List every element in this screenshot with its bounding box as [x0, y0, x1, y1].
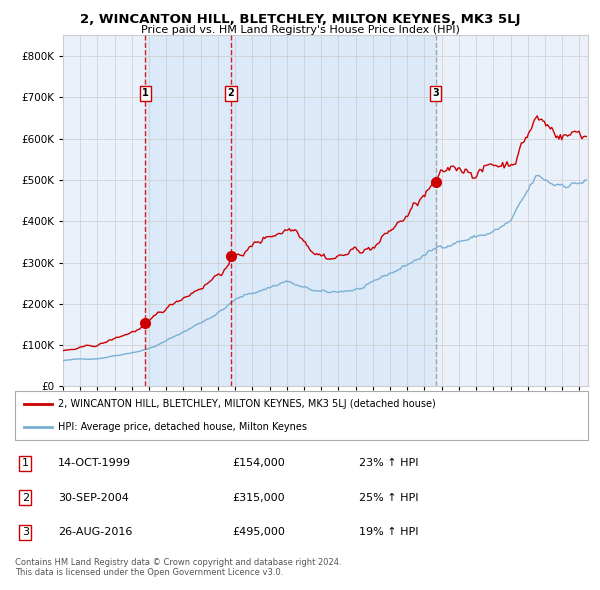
Text: Contains HM Land Registry data © Crown copyright and database right 2024.
This d: Contains HM Land Registry data © Crown c… [15, 558, 341, 577]
Text: 3: 3 [432, 88, 439, 99]
Text: 30-SEP-2004: 30-SEP-2004 [58, 493, 129, 503]
Text: 3: 3 [22, 527, 29, 537]
Text: 2, WINCANTON HILL, BLETCHLEY, MILTON KEYNES, MK3 5LJ (detached house): 2, WINCANTON HILL, BLETCHLEY, MILTON KEY… [58, 399, 436, 409]
Text: 2: 2 [22, 493, 29, 503]
Text: 25% ↑ HPI: 25% ↑ HPI [359, 493, 418, 503]
Text: £495,000: £495,000 [233, 527, 286, 537]
Text: £315,000: £315,000 [233, 493, 286, 503]
Text: 1: 1 [22, 458, 29, 468]
Text: 2, WINCANTON HILL, BLETCHLEY, MILTON KEYNES, MK3 5LJ: 2, WINCANTON HILL, BLETCHLEY, MILTON KEY… [80, 13, 520, 26]
Text: £154,000: £154,000 [233, 458, 286, 468]
Text: 2: 2 [227, 88, 234, 99]
Bar [145, 35, 231, 386]
Text: 1: 1 [142, 88, 149, 99]
Text: 26-AUG-2016: 26-AUG-2016 [58, 527, 133, 537]
Text: Price paid vs. HM Land Registry's House Price Index (HPI): Price paid vs. HM Land Registry's House … [140, 25, 460, 35]
Text: 14-OCT-1999: 14-OCT-1999 [58, 458, 131, 468]
Text: 19% ↑ HPI: 19% ↑ HPI [359, 527, 418, 537]
Text: 23% ↑ HPI: 23% ↑ HPI [359, 458, 418, 468]
Text: HPI: Average price, detached house, Milton Keynes: HPI: Average price, detached house, Milt… [58, 422, 307, 432]
Bar [231, 35, 436, 386]
